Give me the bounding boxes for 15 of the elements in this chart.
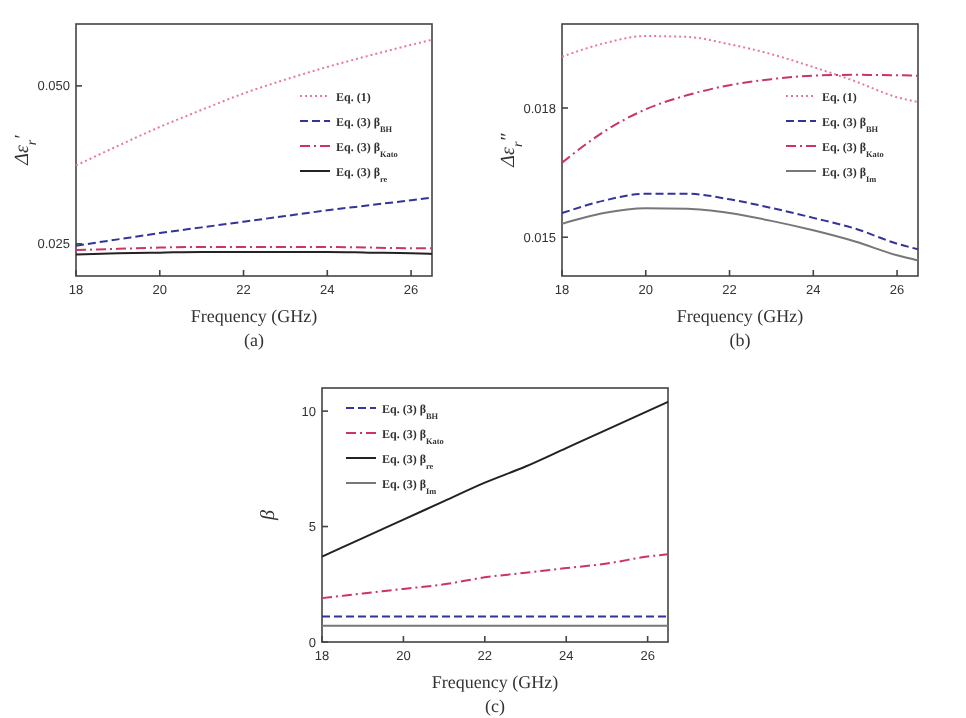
line-series [75, 38, 433, 167]
x-axis-title: Frequency (GHz) [190, 306, 318, 326]
line-series [321, 553, 669, 600]
line-series [75, 196, 433, 247]
line-series [561, 35, 919, 103]
line-series [321, 400, 669, 558]
line-series [561, 207, 919, 262]
text: (a) [244, 330, 264, 350]
x-axis-title: Frequency (GHz) [676, 306, 804, 326]
line-series [561, 192, 919, 251]
y-axis-title: β [258, 509, 280, 522]
x-axis-title: Frequency (GHz) [431, 672, 559, 692]
line-series [561, 73, 919, 164]
text: (c) [485, 696, 505, 716]
text: (b) [729, 330, 751, 350]
